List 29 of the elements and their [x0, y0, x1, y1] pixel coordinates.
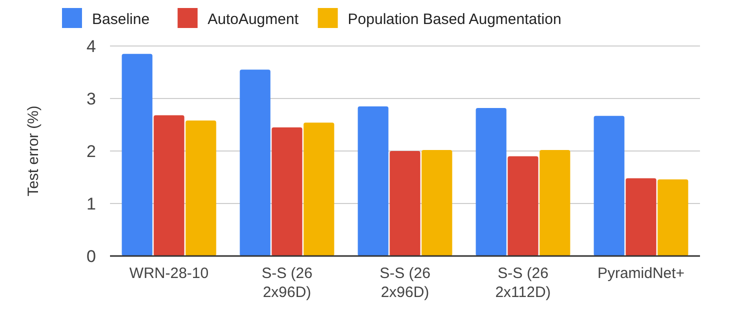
bar — [422, 150, 452, 256]
bar — [186, 120, 216, 256]
bar — [626, 178, 656, 256]
bar — [122, 54, 152, 256]
x-tick-label: PyramidNet+ — [597, 265, 685, 282]
y-axis-title: Test error (%) — [25, 106, 42, 196]
y-tick-label: 4 — [86, 37, 96, 56]
x-tick-label: WRN-28-10 — [129, 265, 209, 282]
bar — [358, 106, 388, 256]
bar — [304, 122, 334, 256]
bar — [154, 115, 184, 256]
y-tick-label: 0 — [86, 247, 96, 266]
y-tick-label: 1 — [86, 194, 96, 214]
y-tick-label: 3 — [86, 90, 96, 108]
bar — [240, 70, 270, 256]
bar — [390, 151, 420, 256]
bar — [594, 116, 624, 256]
x-tick-label: S-S (26 2x96D) — [380, 265, 430, 301]
legend-label: Population Based Augmentation — [348, 11, 562, 28]
bar — [658, 179, 688, 256]
bar — [508, 156, 538, 256]
legend-label: Baseline — [92, 11, 150, 28]
x-tick-label: S-S (26 2x112D) — [495, 265, 551, 301]
bar — [272, 127, 302, 256]
legend-label: AutoAugment — [208, 11, 300, 28]
x-tick-label: S-S (26 2x96D) — [262, 265, 312, 301]
bar — [540, 150, 570, 256]
y-tick-label: 2 — [86, 142, 96, 161]
bar — [476, 108, 506, 256]
